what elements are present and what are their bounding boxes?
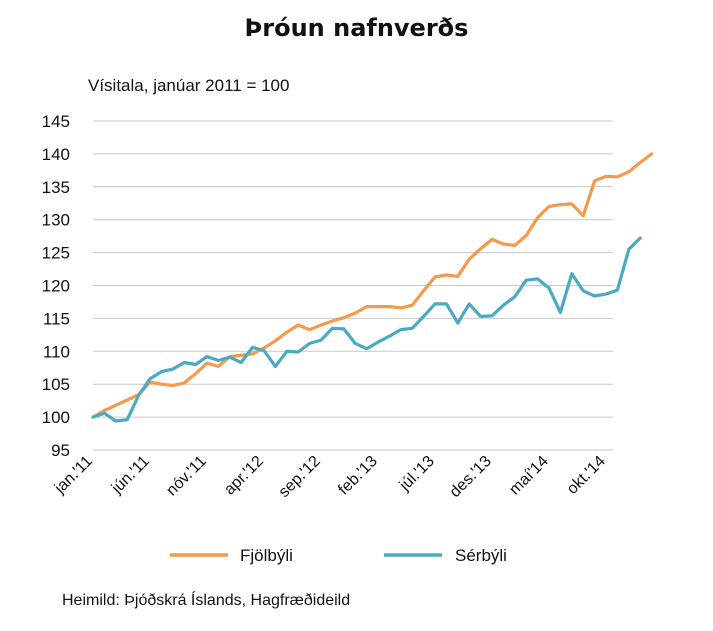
x-tick-label: okt.'14 [564, 453, 609, 498]
x-tick-label: sep.'12 [276, 453, 324, 501]
y-tick-label: 130 [42, 211, 70, 230]
legend-label: Sérbýli [455, 546, 507, 565]
y-tick-label: 125 [42, 244, 70, 263]
source-note: Heimild: Þjóðskrá Íslands, Hagfræðideild [62, 592, 351, 609]
series-line [91, 236, 642, 423]
x-tick-label: nóv.'11 [163, 453, 210, 500]
x-axis-ticks: jan.'11 jún.'11 nóv.'11 apr.'12 sep.'12 feb.'… [51, 453, 609, 501]
y-tick-label: 100 [42, 408, 70, 427]
y-tick-label: 120 [42, 277, 70, 296]
series-lines [91, 152, 654, 423]
x-tick-label: jún.'11 [108, 453, 153, 498]
gridlines [93, 120, 613, 451]
legend: Fjölbýli Sérbýli [170, 546, 507, 565]
y-tick-label: 140 [42, 145, 70, 164]
y-tick-label: 135 [42, 178, 70, 197]
y-tick-label: 95 [51, 441, 70, 460]
x-tick-label: feb.'13 [335, 453, 381, 499]
y-axis-unit-label: Vísitala, janúar 2011 = 100 [88, 76, 290, 95]
legend-label: Fjölbýli [240, 546, 293, 565]
y-tick-label: 115 [43, 309, 70, 328]
chart-title: Þróun nafnverðs [244, 14, 469, 42]
y-tick-label: 105 [42, 375, 70, 394]
x-tick-label: apr.'12 [221, 453, 267, 499]
x-tick-label: maí'14 [506, 453, 552, 499]
x-tick-label: júl.'13 [396, 453, 438, 495]
y-tick-label: 145 [42, 112, 70, 131]
y-axis-ticks: 95 100 105 110 115 120 125 130 135 140 145 [42, 112, 70, 460]
x-tick-label: des.'13 [447, 453, 495, 501]
y-tick-label: 110 [43, 342, 70, 361]
series-line [91, 152, 654, 419]
